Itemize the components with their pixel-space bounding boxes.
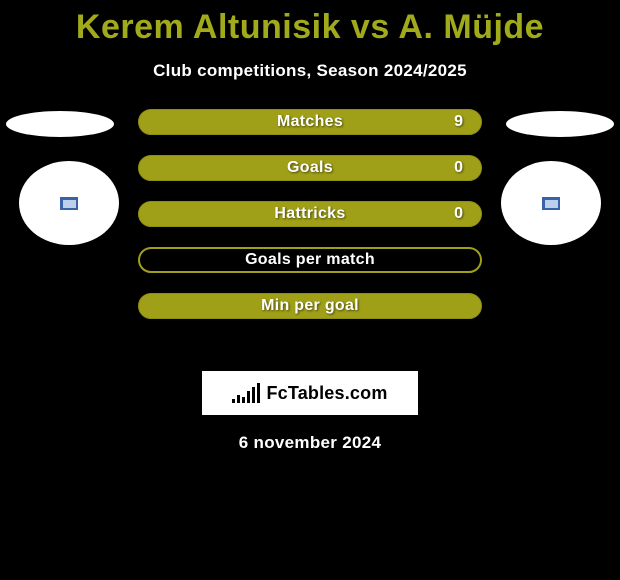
- page-title: Kerem Altunisik vs A. Müjde: [0, 0, 620, 47]
- team-chip-icon: [542, 197, 560, 210]
- brand-box: FcTables.com: [202, 371, 418, 415]
- comparison-stage: Matches 9 Goals 0 Hattricks 0 Goals per match M…: [0, 109, 620, 369]
- stat-label: Hattricks: [274, 205, 345, 223]
- stat-label: Min per goal: [261, 297, 359, 315]
- brand-text: FcTables.com: [266, 383, 387, 404]
- player-left-ellipse: [6, 111, 114, 137]
- stat-value-right: 0: [454, 159, 463, 177]
- player-right-ellipse: [506, 111, 614, 137]
- stat-bar: Min per goal: [138, 293, 482, 319]
- stat-label: Goals: [287, 159, 333, 177]
- stat-bar: Hattricks 0: [138, 201, 482, 227]
- snapshot-date: 6 november 2024: [0, 433, 620, 453]
- stat-label: Goals per match: [245, 251, 375, 269]
- competition-subtitle: Club competitions, Season 2024/2025: [0, 61, 620, 81]
- stat-value-right: 0: [454, 205, 463, 223]
- player-left-avatar: [19, 161, 119, 245]
- player-right-avatar: [501, 161, 601, 245]
- stat-label: Matches: [277, 113, 343, 131]
- stat-bar: Goals 0: [138, 155, 482, 181]
- stat-bars: Matches 9 Goals 0 Hattricks 0 Goals per match M…: [138, 109, 482, 339]
- team-chip-icon: [60, 197, 78, 210]
- brand-icon: [232, 383, 260, 403]
- stat-bar: Matches 9: [138, 109, 482, 135]
- stat-bar: Goals per match: [138, 247, 482, 273]
- stat-value-right: 9: [454, 113, 463, 131]
